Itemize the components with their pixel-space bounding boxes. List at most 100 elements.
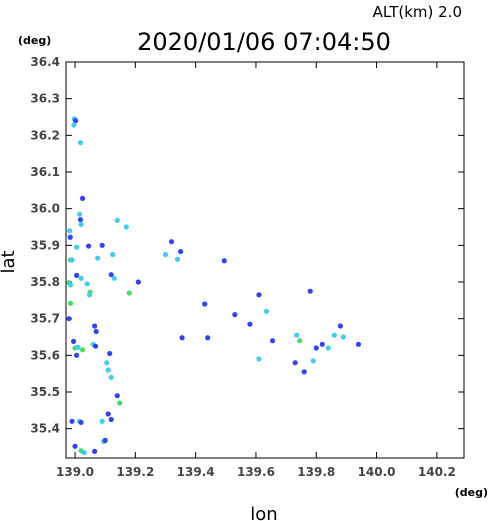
data-point <box>340 334 346 340</box>
data-point <box>79 347 86 353</box>
y-axis-label: lat <box>0 250 19 273</box>
data-point <box>84 281 90 287</box>
data-point <box>99 242 105 248</box>
data-point <box>73 118 79 124</box>
data-point <box>232 312 238 318</box>
data-point <box>78 419 84 426</box>
data-point <box>174 256 181 262</box>
chart-subtitle: ALT(km) 2.0 <box>373 3 462 21</box>
data-point <box>123 224 129 230</box>
data-point <box>325 345 331 351</box>
x-tick-label: 140.2 <box>418 465 456 479</box>
y-tick-label: 36.0 <box>30 202 60 216</box>
data-point <box>301 369 307 375</box>
data-point <box>72 443 78 449</box>
data-point <box>179 335 185 341</box>
data-point <box>102 437 108 443</box>
data-point <box>69 418 75 424</box>
y-tick-label: 35.7 <box>30 312 60 326</box>
data-point <box>310 358 316 364</box>
data-point <box>355 341 362 347</box>
data-point <box>99 418 105 424</box>
data-points <box>66 116 362 456</box>
data-point <box>79 195 86 201</box>
data-point <box>107 350 113 357</box>
data-point <box>92 343 99 349</box>
data-point <box>297 338 303 344</box>
chart-title: 2020/01/06 07:04:50 <box>137 28 391 56</box>
data-point <box>202 301 208 307</box>
y-tick-label: 35.4 <box>30 422 60 436</box>
data-point <box>319 341 325 347</box>
data-point <box>256 292 262 298</box>
data-point <box>73 272 80 278</box>
data-point <box>73 244 80 250</box>
data-point <box>331 332 337 338</box>
y-tick-label: 36.3 <box>30 92 60 106</box>
data-point <box>205 335 211 341</box>
data-point <box>114 393 120 399</box>
data-point <box>86 243 92 249</box>
data-point <box>67 300 74 306</box>
data-point <box>263 308 270 314</box>
x-tick-label: 139.2 <box>116 465 154 479</box>
data-point <box>92 323 98 329</box>
data-point <box>105 411 111 417</box>
data-point <box>66 316 72 322</box>
data-point <box>292 360 298 366</box>
y-tick-label: 36.1 <box>30 165 60 179</box>
x-tick-label: 139.0 <box>56 465 94 479</box>
y-unit-label: (deg) <box>18 34 51 47</box>
data-point <box>108 272 114 278</box>
x-tick-label: 139.4 <box>177 465 215 479</box>
data-point <box>247 321 253 327</box>
data-point <box>105 367 111 373</box>
data-point <box>168 239 175 245</box>
data-point <box>269 338 276 344</box>
data-point <box>313 345 319 351</box>
y-tick-label: 36.4 <box>30 55 60 69</box>
axis-ticks: 139.0 139.2 139.4 139.6 139.8 140.0 140.2 35.4 3… <box>30 55 464 479</box>
x-tick-label: 139.8 <box>297 465 335 479</box>
data-point <box>69 257 75 263</box>
data-point <box>117 400 123 406</box>
data-point <box>95 255 101 261</box>
data-point <box>92 448 98 454</box>
x-unit-label: (deg) <box>455 486 488 499</box>
data-point <box>256 356 262 362</box>
data-point <box>221 258 227 264</box>
y-tick-label: 35.5 <box>30 385 60 399</box>
plot-frame <box>65 61 465 459</box>
data-point <box>78 275 84 281</box>
x-tick-label: 139.6 <box>237 465 275 479</box>
data-point <box>77 217 84 223</box>
data-point <box>307 288 313 294</box>
data-point <box>76 211 83 217</box>
data-point <box>75 344 81 350</box>
data-point <box>67 234 73 240</box>
data-point <box>104 360 110 366</box>
data-point <box>71 122 77 128</box>
y-tick-label: 36.2 <box>30 128 60 142</box>
data-point <box>135 279 141 285</box>
y-tick-label: 35.9 <box>30 238 60 252</box>
y-tick-label: 35.8 <box>30 275 60 289</box>
data-point <box>77 140 84 146</box>
x-axis-label: lon <box>250 504 277 521</box>
data-point <box>337 323 343 329</box>
data-point <box>126 290 132 296</box>
data-point <box>108 374 114 380</box>
data-point <box>81 449 87 456</box>
y-tick-label: 35.6 <box>30 348 60 362</box>
data-point <box>177 248 184 255</box>
data-point <box>70 338 77 344</box>
data-point <box>67 228 73 234</box>
data-point <box>73 352 80 358</box>
data-point <box>110 251 116 258</box>
data-point <box>67 282 74 288</box>
data-point <box>93 328 99 335</box>
data-point <box>78 221 84 228</box>
x-tick-label: 140.0 <box>358 465 396 479</box>
data-point <box>162 251 169 258</box>
